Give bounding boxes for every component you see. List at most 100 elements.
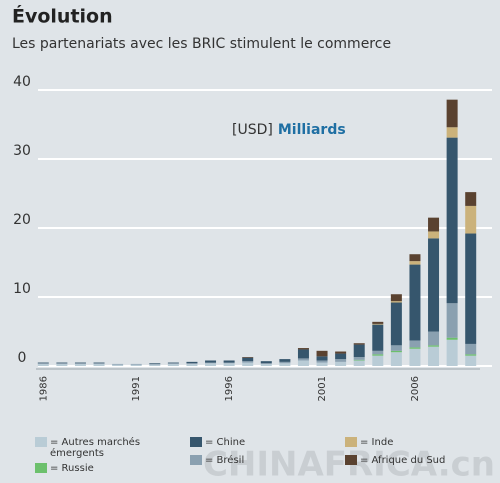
bar-segment [465, 205, 477, 234]
bar-segment [167, 362, 179, 364]
chart-subtitle: Les partenariats avec les BRIC stimulent… [12, 36, 391, 52]
bar-segment [316, 362, 328, 366]
annotation-main: Milliards [278, 122, 346, 138]
x-tick-label: 1996 [224, 376, 235, 401]
bar-segment [37, 362, 49, 364]
y-tick-label: 30 [13, 143, 31, 159]
bar-segment [465, 233, 477, 344]
bar-segment [390, 345, 402, 351]
bar-segment [279, 363, 291, 366]
x-tick-label: 1991 [131, 376, 142, 401]
x-tick-label: 1986 [38, 376, 49, 401]
bar-segment [372, 321, 384, 324]
bar-segment [297, 360, 309, 366]
bar-segment [428, 331, 440, 346]
bar-segment [205, 363, 217, 366]
bar-segment [186, 363, 198, 364]
legend-label: = Russie [50, 463, 94, 474]
bar-segment [335, 359, 347, 362]
legend-item: = Russie [35, 463, 165, 474]
bar-segment [428, 238, 440, 332]
bar-segment [149, 363, 161, 364]
bar-segment [74, 363, 86, 364]
bar-segment [372, 324, 384, 351]
annotation-unit: [USD] [232, 122, 273, 138]
bar-segment [446, 137, 458, 304]
bar-segment [297, 358, 309, 361]
bar-segment [372, 355, 384, 366]
bar-segment [446, 127, 458, 138]
bar-segment [465, 354, 477, 356]
bar-segment [353, 344, 365, 358]
bar-segment [223, 362, 235, 364]
bar-segment [390, 352, 402, 366]
legend-item: = Inde [345, 437, 475, 448]
legend-swatch [35, 463, 47, 473]
bar-segment [428, 231, 440, 239]
chart-title: Évolution [12, 5, 113, 28]
bar-segment [390, 294, 402, 302]
bar-segment [372, 354, 384, 356]
bar-segment [260, 361, 272, 364]
bar-segment [390, 350, 402, 353]
legend-swatch [190, 437, 202, 447]
bar-segment [205, 360, 217, 363]
bar-segment [149, 364, 161, 366]
bar-segment [316, 356, 328, 361]
bar-segment [316, 360, 328, 363]
bar-segment [223, 363, 235, 366]
legend-label: = Autres marchés émergents [50, 437, 141, 459]
bar-segment [446, 303, 458, 338]
bar-segment [37, 363, 49, 366]
bar-segment [186, 363, 198, 366]
bar-segment [205, 362, 217, 364]
bar-segment [446, 337, 458, 340]
bar-segment [353, 357, 365, 360]
bar-segment [186, 361, 198, 364]
bar-segment [335, 361, 347, 366]
legend-swatch [345, 437, 357, 447]
bar-segment [297, 349, 309, 359]
y-tick-label: 40 [13, 74, 31, 90]
bar-segment [428, 345, 440, 347]
y-tick-label: 0 [18, 350, 27, 366]
bar-segment [242, 357, 254, 358]
bar-segment [279, 361, 291, 364]
bar-segment [56, 363, 68, 364]
bar-segment [409, 254, 421, 262]
bar-segment [93, 362, 105, 364]
bar-segment [465, 343, 477, 355]
y-tick-label: 10 [13, 281, 31, 297]
bar-segment [446, 99, 458, 128]
bar-segment [409, 264, 421, 341]
legend-swatch [190, 455, 202, 465]
bar-segment [428, 346, 440, 366]
x-tick-label: 2006 [410, 376, 421, 401]
bar-segment [297, 348, 309, 350]
bar-segment [390, 301, 402, 303]
bar-segment [279, 359, 291, 362]
legend-item: = Brésil [190, 455, 320, 466]
bar-segment [56, 362, 68, 364]
bar-segment [260, 363, 272, 364]
bar-segment [149, 363, 161, 365]
bar-segment [112, 363, 124, 365]
bar-segment [74, 362, 86, 364]
legend-swatch [35, 437, 47, 447]
bar-segment [242, 357, 254, 362]
bar-segment [167, 363, 179, 366]
bar-segment [242, 361, 254, 363]
legend-label: = Chine [205, 437, 246, 448]
legend-item: = Autres marchés émergents [35, 437, 165, 459]
bar-segment [335, 353, 347, 360]
legend-label: = Inde [360, 437, 394, 448]
bar-segment [37, 363, 49, 364]
bar-segment [93, 363, 105, 366]
legend-swatch [345, 455, 357, 465]
bar-segment [353, 359, 365, 361]
bar-segment [409, 347, 421, 349]
bar-segment [465, 192, 477, 206]
bar-segment [372, 323, 384, 325]
